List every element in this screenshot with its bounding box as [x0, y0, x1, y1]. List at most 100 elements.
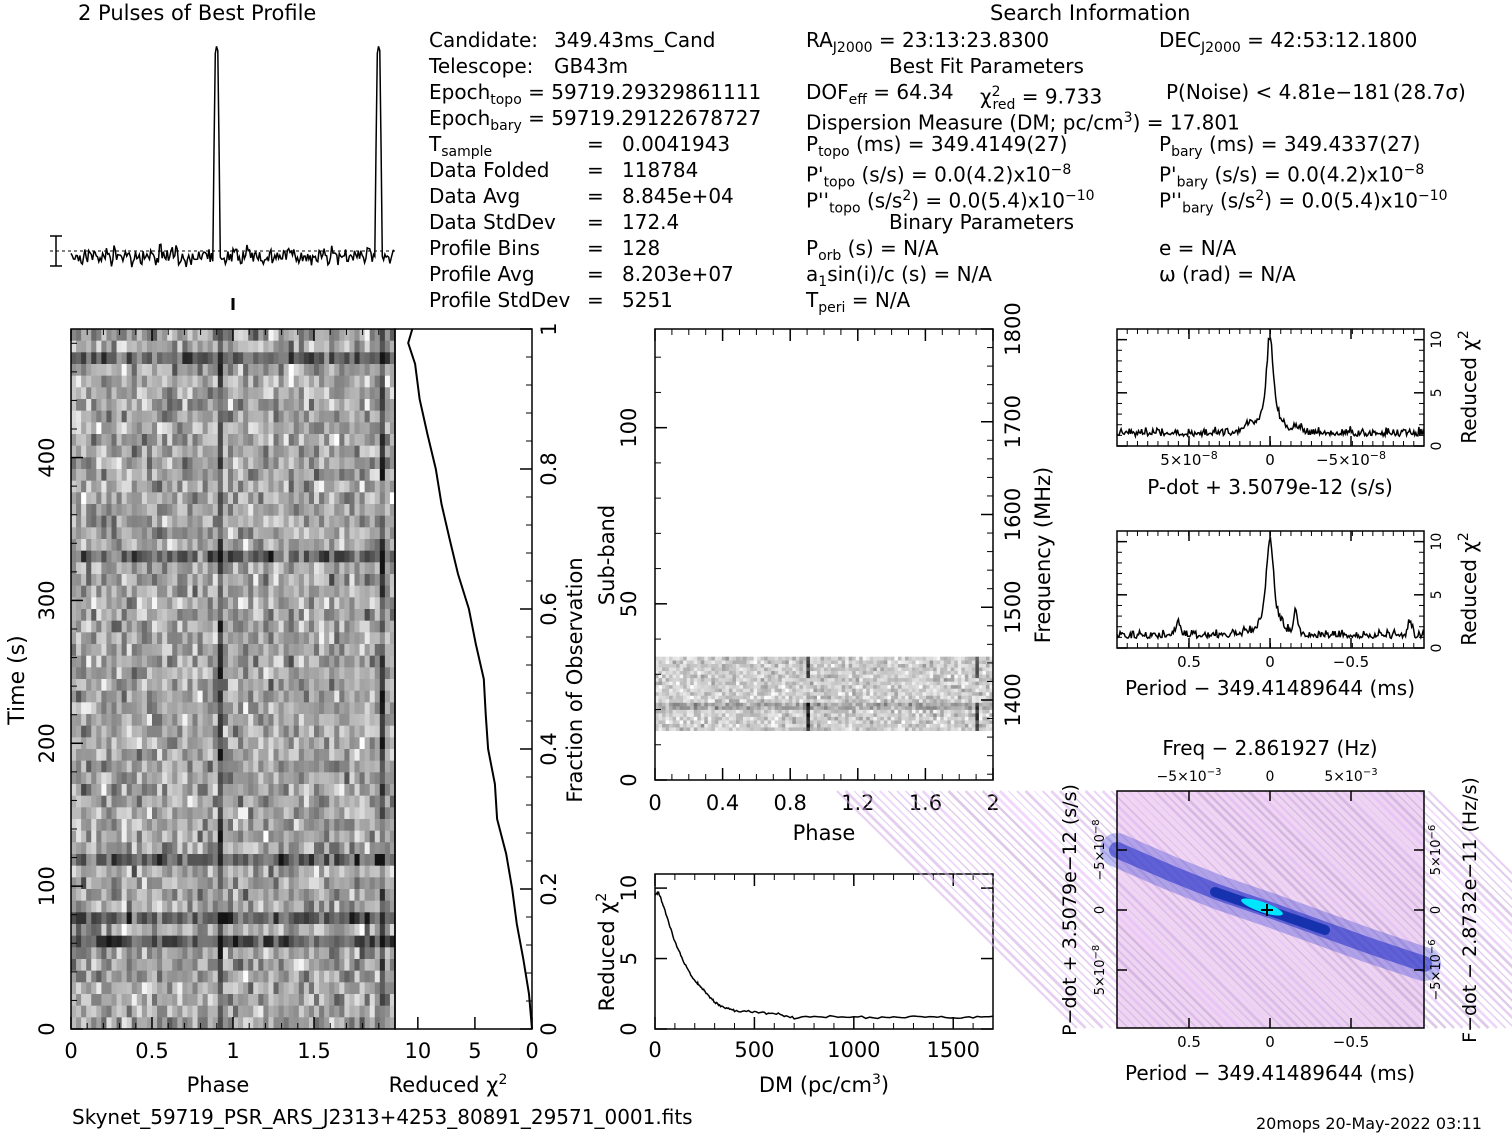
subband-cell: [722, 717, 726, 721]
time-phase-cell: [218, 679, 223, 691]
time-phase-cell: [294, 469, 299, 481]
time-phase-cell: [96, 691, 101, 703]
time-phase-cell: [137, 329, 142, 341]
time-phase-cell: [238, 912, 243, 924]
time-phase-cell: [203, 737, 208, 749]
time-phase-cell: [238, 632, 243, 644]
time-phase-cell: [127, 422, 132, 434]
time-phase-cell: [147, 772, 152, 784]
time-phase-cell: [314, 551, 319, 563]
time-phase-cell: [91, 749, 96, 761]
subband-cell: [845, 706, 849, 710]
time-phase-cell: [182, 772, 187, 784]
time-phase-cell: [101, 971, 106, 983]
subband-cell: [792, 727, 796, 731]
subband-cell: [937, 695, 941, 699]
time-phase-cell: [375, 691, 380, 703]
time-phase-cell: [71, 329, 76, 341]
time-phase-cell: [319, 936, 324, 948]
time-phase-cell: [96, 866, 101, 878]
time-phase-cell: [142, 982, 147, 994]
subband-cell: [789, 727, 793, 731]
time-phase-cell: [147, 551, 152, 563]
time-phase-cell: [294, 959, 299, 971]
time-phase-cell: [228, 936, 233, 948]
subband-cell: [887, 710, 891, 714]
time-phase-cell: [122, 376, 127, 388]
time-phase-cell: [198, 702, 203, 714]
time-phase-cell: [263, 866, 268, 878]
time-phase-cell: [86, 866, 91, 878]
subband-cell: [863, 713, 867, 717]
time-phase-cell: [268, 574, 273, 586]
time-phase-cell: [233, 971, 238, 983]
time-phase-cell: [86, 819, 91, 831]
time-phase-cell: [243, 469, 248, 481]
time-phase-cell: [324, 982, 329, 994]
subband-cell: [771, 710, 775, 714]
time-phase-cell: [304, 516, 309, 528]
time-phase-cell: [263, 399, 268, 411]
time-phase-cell: [112, 341, 117, 353]
time-phase-cell: [248, 936, 253, 948]
time-phase-cell: [172, 574, 177, 586]
time-phase-cell: [117, 1006, 122, 1018]
time-phase-cell: [274, 737, 279, 749]
time-phase-cell: [193, 376, 198, 388]
time-phase-cell: [101, 329, 106, 341]
time-phase-cell: [380, 644, 385, 656]
time-phase-cell: [324, 807, 329, 819]
time-phase-cell: [101, 889, 106, 901]
time-phase-cell: [208, 586, 213, 598]
time-phase-cell: [349, 574, 354, 586]
time-phase-cell: [375, 644, 380, 656]
time-phase-cell: [106, 457, 111, 469]
time-phase-cell: [314, 807, 319, 819]
time-phase-cell: [284, 807, 289, 819]
time-phase-cell: [101, 504, 106, 516]
subband-cell: [817, 720, 821, 724]
time-phase-cell: [294, 551, 299, 563]
time-phase-cell: [319, 469, 324, 481]
time-phase-cell: [339, 772, 344, 784]
time-phase-cell: [172, 469, 177, 481]
time-phase-cell: [349, 1017, 354, 1029]
time-phase-cell: [208, 656, 213, 668]
subband-cell: [859, 727, 863, 731]
time-phase-cell: [349, 679, 354, 691]
time-phase-cell: [91, 936, 96, 948]
subband-cell: [975, 724, 979, 728]
time-phase-cell: [228, 457, 233, 469]
time-phase-cell: [218, 702, 223, 714]
time-phase-cell: [284, 702, 289, 714]
time-phase-cell: [198, 481, 203, 493]
time-phase-cell: [91, 912, 96, 924]
fraction-tick-label: 0.6: [537, 592, 561, 625]
time-phase-cell: [86, 702, 91, 714]
time-phase-cell: [380, 994, 385, 1006]
time-phase-cell: [268, 399, 273, 411]
time-phase-cell: [370, 702, 375, 714]
time-phase-cell: [91, 854, 96, 866]
time-phase-cell: [324, 679, 329, 691]
time-phase-cell: [233, 901, 238, 913]
time-phase-cell: [248, 889, 253, 901]
time-phase-cell: [106, 772, 111, 784]
time-phase-cell: [319, 912, 324, 924]
time-phase-cell: [248, 341, 253, 353]
time-phase-cell: [380, 901, 385, 913]
time-phase-cell: [122, 679, 127, 691]
time-phase-cell: [198, 819, 203, 831]
subband-cell: [768, 727, 772, 731]
time-phase-cell: [147, 854, 152, 866]
time-phase-cell: [142, 516, 147, 528]
subband-cell: [704, 720, 708, 724]
subband-cell: [690, 710, 694, 714]
time-phase-cell: [86, 912, 91, 924]
subband-cell: [813, 720, 817, 724]
subband-cell: [690, 706, 694, 710]
fraction-tick-label: 0.2: [537, 872, 561, 905]
time-phase-cell: [142, 632, 147, 644]
time-phase-cell: [334, 737, 339, 749]
time-phase-cell: [122, 726, 127, 738]
